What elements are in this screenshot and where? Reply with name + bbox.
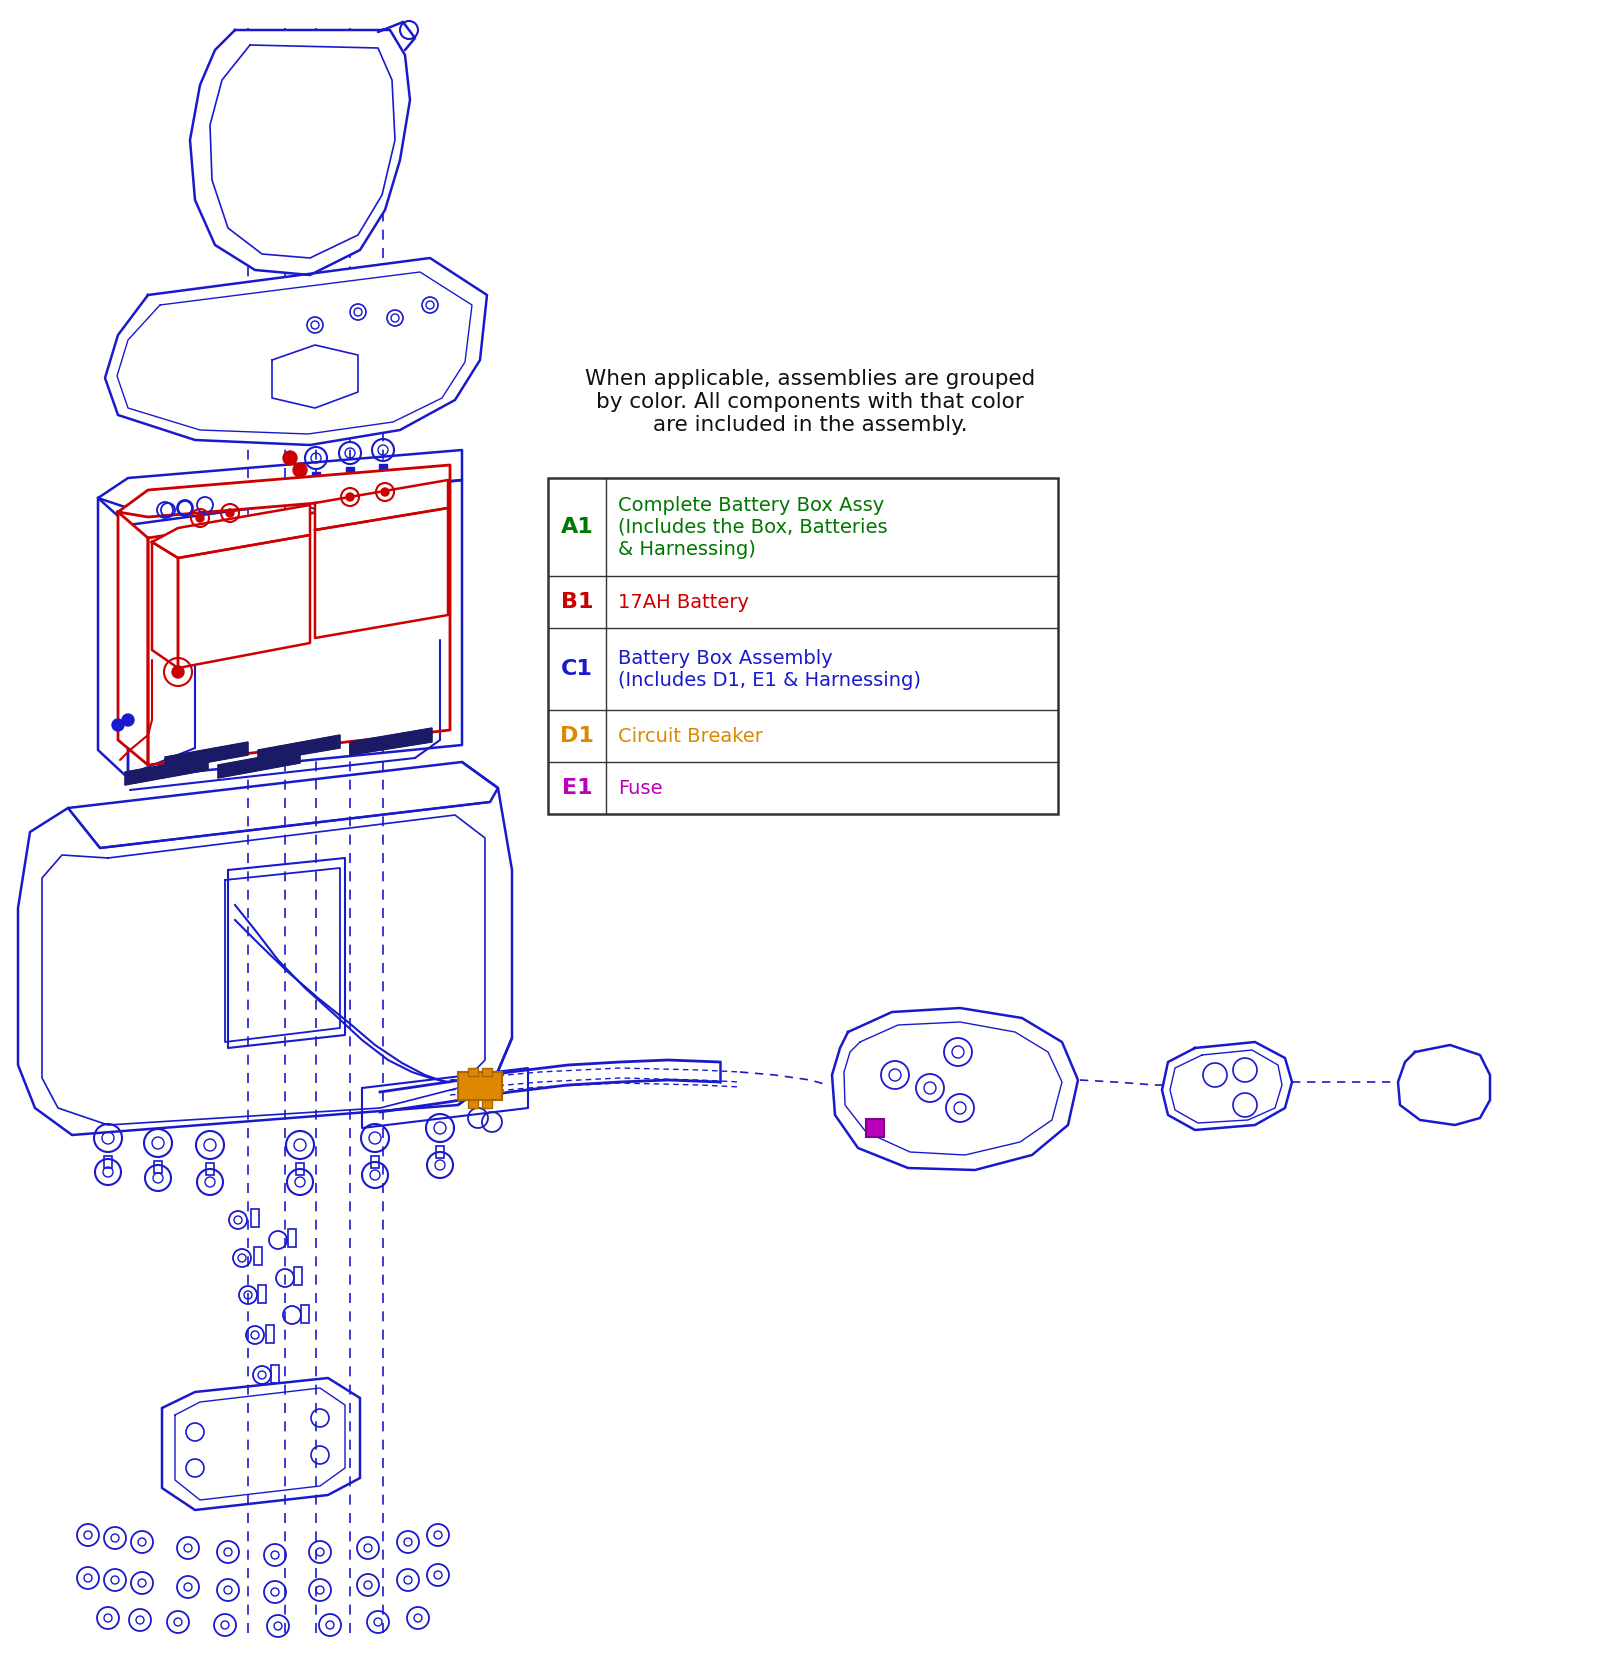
Polygon shape [315,507,448,638]
Circle shape [112,719,125,731]
Bar [346,468,354,481]
Polygon shape [350,727,432,755]
Bar [104,1155,112,1169]
Polygon shape [178,536,310,668]
Bar [379,464,387,478]
Polygon shape [1398,1045,1490,1126]
Bar [482,1068,493,1076]
Bar [296,1164,304,1175]
Polygon shape [149,493,450,765]
Circle shape [381,488,389,496]
Text: When applicable, assemblies are grouped
by color. All components with that color: When applicable, assemblies are grouped … [586,369,1035,435]
Bar [301,1304,309,1322]
Polygon shape [118,464,450,517]
Text: B1: B1 [560,592,594,612]
Text: Circuit Breaker: Circuit Breaker [618,727,763,746]
Circle shape [226,509,234,517]
Polygon shape [1162,1041,1293,1131]
Bar [154,1160,162,1174]
Text: D1: D1 [560,726,594,746]
Polygon shape [315,479,448,531]
Polygon shape [118,512,149,765]
Polygon shape [152,542,178,668]
Bar [371,1155,379,1169]
Text: C1: C1 [562,660,594,679]
Polygon shape [152,506,310,559]
Polygon shape [125,757,208,785]
Text: Fuse: Fuse [618,779,662,797]
Circle shape [197,514,205,522]
Text: 17AH Battery: 17AH Battery [618,592,749,612]
Bar [251,1208,259,1227]
Text: Battery Box Assembly
(Includes D1, E1 & Harnessing): Battery Box Assembly (Includes D1, E1 & … [618,648,922,689]
Bar [294,1266,302,1284]
Text: A1: A1 [560,517,594,537]
Circle shape [122,714,134,726]
Text: Complete Battery Box Assy
(Includes the Box, Batteries
& Harnessing): Complete Battery Box Assy (Includes the … [618,496,888,559]
Bar [549,478,1058,813]
Bar [254,1246,262,1265]
Bar [266,1326,274,1342]
Polygon shape [832,1008,1078,1170]
Bar [270,1365,278,1384]
Bar [288,1228,296,1246]
Bar [458,1073,502,1099]
Bar [435,1146,445,1159]
Bar [866,1119,883,1137]
Bar [258,1284,266,1303]
Circle shape [173,666,184,678]
Bar [469,1099,478,1108]
Bar [206,1164,214,1175]
Bar [469,1068,478,1076]
Circle shape [293,463,307,478]
Polygon shape [258,736,341,762]
Polygon shape [165,742,248,770]
Circle shape [283,451,298,464]
Polygon shape [218,750,301,779]
Text: E1: E1 [562,779,592,798]
Polygon shape [106,258,486,445]
Bar [312,473,320,486]
Polygon shape [190,30,410,274]
Bar [482,1099,493,1108]
Circle shape [346,493,354,501]
